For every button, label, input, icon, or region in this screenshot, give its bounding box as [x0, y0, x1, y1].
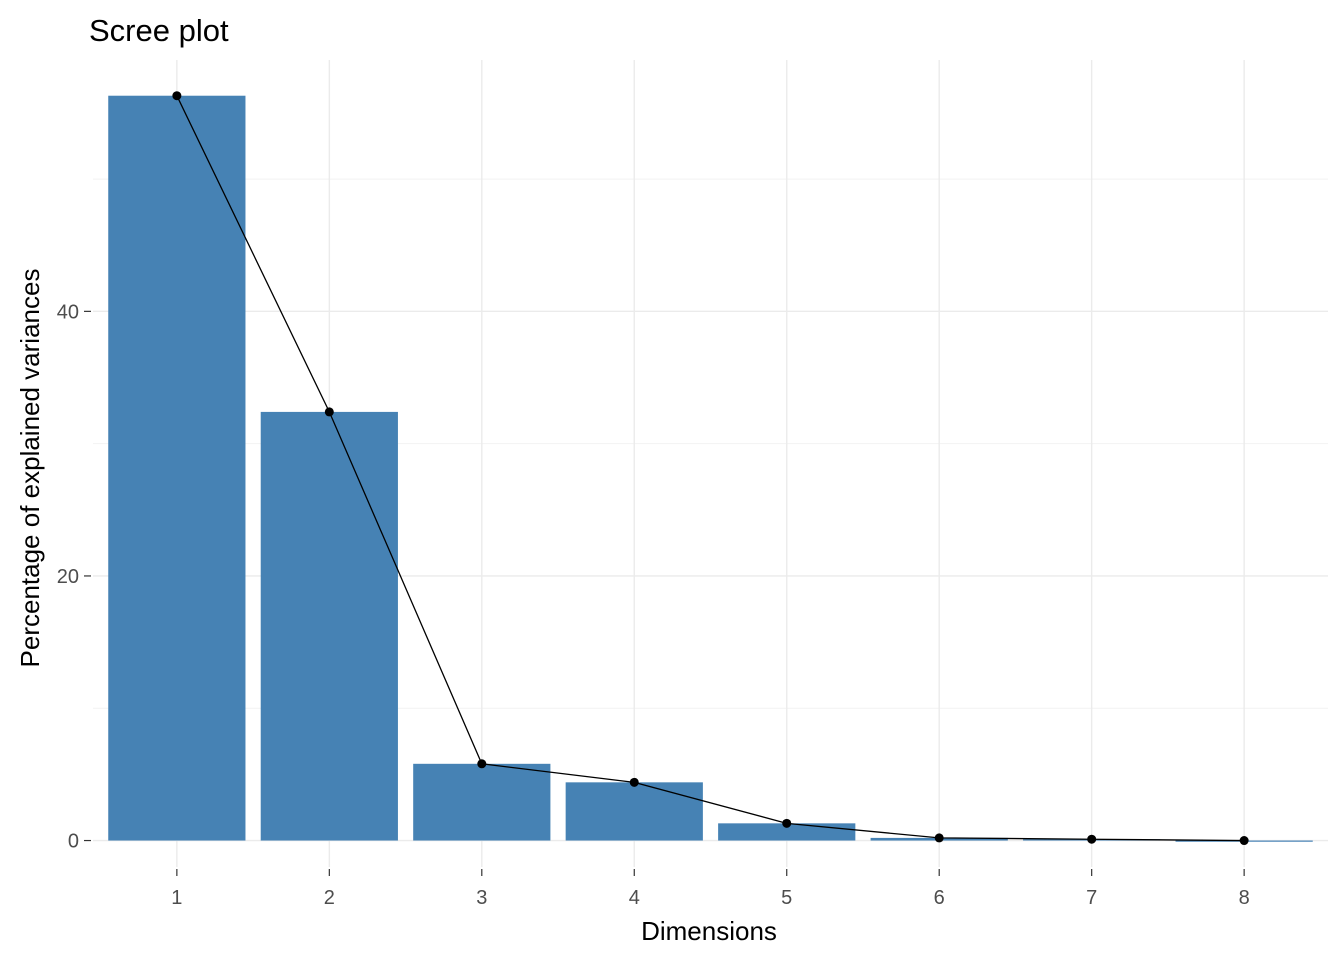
trend-line-path — [176, 95, 1245, 842]
bar — [718, 823, 856, 841]
data-point — [477, 759, 487, 769]
x-axis-title: Dimensions — [641, 916, 777, 946]
x-tick-label: 2 — [324, 887, 335, 909]
chart-title: Scree plot — [89, 13, 229, 48]
y-axis-title: Percentage of explained variances — [15, 269, 45, 668]
y-tick-label: 20 — [57, 566, 79, 588]
data-point — [324, 407, 334, 417]
bars — [108, 95, 1313, 842]
x-tick-label: 5 — [781, 887, 792, 909]
data-point — [782, 818, 792, 828]
trend-line — [176, 95, 1245, 842]
x-tick-label: 4 — [629, 887, 640, 909]
data-point — [1239, 836, 1249, 846]
axes: 0 20 40 1 2 3 4 5 6 7 8 — [57, 301, 1250, 909]
data-point — [629, 777, 639, 787]
y-tick-label: 40 — [57, 301, 79, 323]
trend-points — [172, 91, 1249, 846]
x-tick-label: 1 — [171, 887, 182, 909]
y-tick-label: 0 — [68, 831, 79, 853]
bar — [108, 95, 246, 841]
x-tick-label: 3 — [476, 887, 487, 909]
bar — [260, 411, 398, 841]
data-point — [172, 91, 182, 101]
data-point — [1087, 834, 1097, 844]
x-tick-label: 6 — [934, 887, 945, 909]
bar — [413, 763, 551, 841]
grid-lines — [93, 60, 1328, 867]
data-point — [934, 833, 944, 843]
x-tick-label: 7 — [1086, 887, 1097, 909]
x-tick-label: 8 — [1239, 887, 1250, 909]
bar — [565, 782, 703, 841]
